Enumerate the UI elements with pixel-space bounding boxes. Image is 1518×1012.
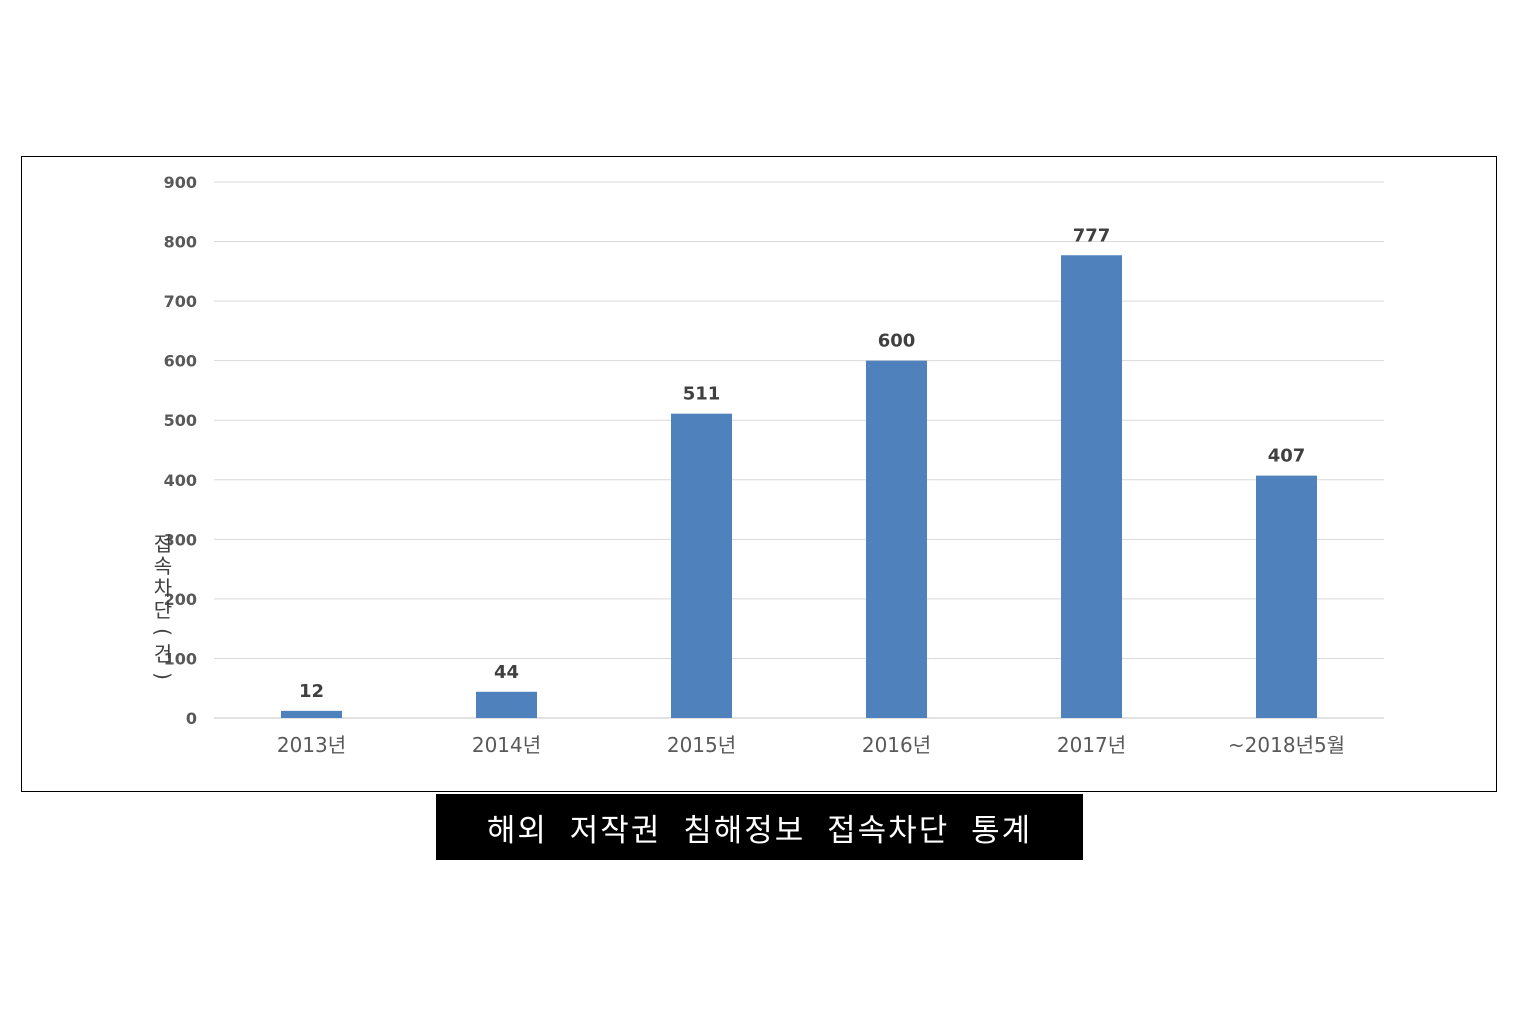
y-tick-label: 800 bbox=[164, 233, 197, 252]
y-tick-label: 0 bbox=[186, 709, 197, 728]
figure-caption: 해외 저작권 침해정보 접속차단 통계 bbox=[436, 794, 1083, 860]
y-axis-label-char: 접 bbox=[153, 532, 173, 556]
data-label: 44 bbox=[494, 662, 519, 683]
grid-lines bbox=[214, 181, 1384, 719]
y-tick-label: 100 bbox=[164, 649, 197, 668]
x-tick-label: 2017년 bbox=[1057, 733, 1126, 757]
y-axis-label-char: 속 bbox=[153, 554, 173, 578]
x-tick-label: 2016년 bbox=[862, 733, 931, 757]
x-tick-label: 2013년 bbox=[277, 733, 346, 757]
data-label: 777 bbox=[1073, 225, 1111, 246]
bar bbox=[866, 360, 927, 718]
bar bbox=[476, 691, 537, 718]
y-axis-label-char: 단 bbox=[153, 598, 173, 622]
data-label: 12 bbox=[299, 681, 324, 702]
bar bbox=[281, 710, 342, 718]
x-tick-label: 2015년 bbox=[667, 733, 736, 757]
y-tick-label: 400 bbox=[164, 471, 197, 490]
chart-plot: 0 100 200 300 400 500 600 700 800 900 12 44 511 600 7… bbox=[164, 173, 1384, 757]
data-label: 511 bbox=[683, 384, 721, 405]
y-axis-label-char: 건 bbox=[153, 642, 173, 666]
data-label: 600 bbox=[878, 331, 916, 352]
x-tick-label: ~2018년5월 bbox=[1228, 733, 1345, 757]
data-labels: 12 44 511 600 777 407 bbox=[299, 225, 1305, 702]
bar bbox=[671, 413, 732, 718]
bars bbox=[281, 255, 1317, 718]
y-axis-label: 접 속 차 단 ( 건) bbox=[150, 533, 176, 687]
y-tick-label: 300 bbox=[164, 530, 197, 549]
y-axis-label-char: 차 bbox=[153, 576, 173, 600]
x-axis-ticks: 2013년 2014년 2015년 2016년 2017년 ~2018년5월 bbox=[277, 733, 1345, 757]
y-tick-label: 200 bbox=[164, 590, 197, 609]
bar bbox=[1256, 475, 1317, 718]
y-tick-label: 500 bbox=[164, 411, 197, 430]
data-label: 407 bbox=[1268, 446, 1306, 467]
y-axis-label-char: ) bbox=[151, 672, 175, 680]
y-axis-ticks: 0 100 200 300 400 500 600 700 800 900 bbox=[164, 173, 197, 728]
y-axis-label-char: ( bbox=[151, 628, 175, 636]
y-tick-label: 600 bbox=[164, 352, 197, 371]
chart-frame: 0 100 200 300 400 500 600 700 800 900 12 44 511 600 7… bbox=[21, 156, 1497, 792]
x-tick-label: 2014년 bbox=[472, 733, 541, 757]
y-tick-label: 900 bbox=[164, 173, 197, 192]
y-tick-label: 700 bbox=[164, 292, 197, 311]
bar bbox=[1061, 255, 1122, 718]
